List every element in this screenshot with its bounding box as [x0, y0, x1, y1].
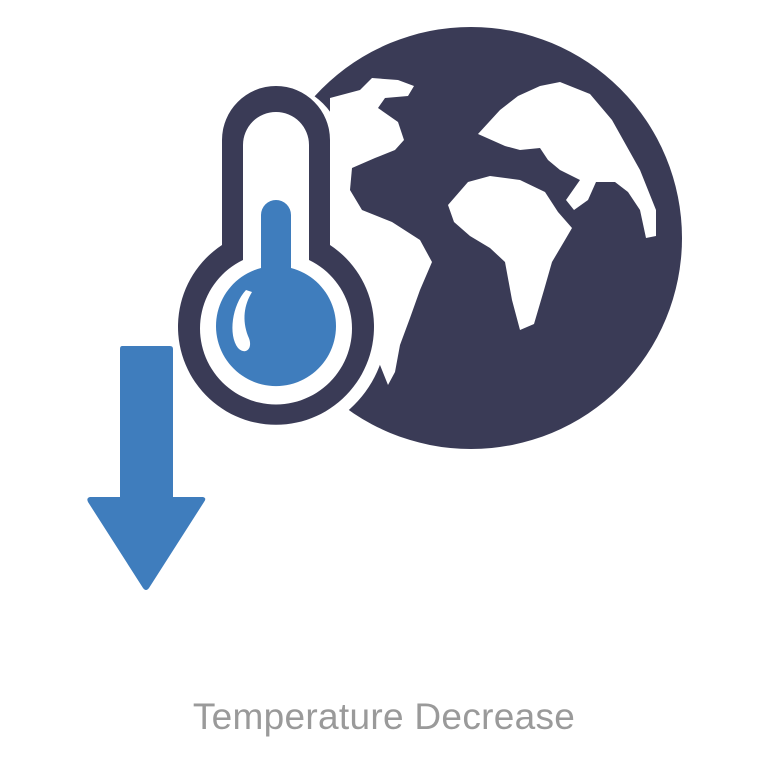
arrow-down-icon	[87, 346, 206, 590]
caption-title: Temperature Decrease	[192, 696, 576, 737]
thermometer-icon	[163, 83, 387, 438]
